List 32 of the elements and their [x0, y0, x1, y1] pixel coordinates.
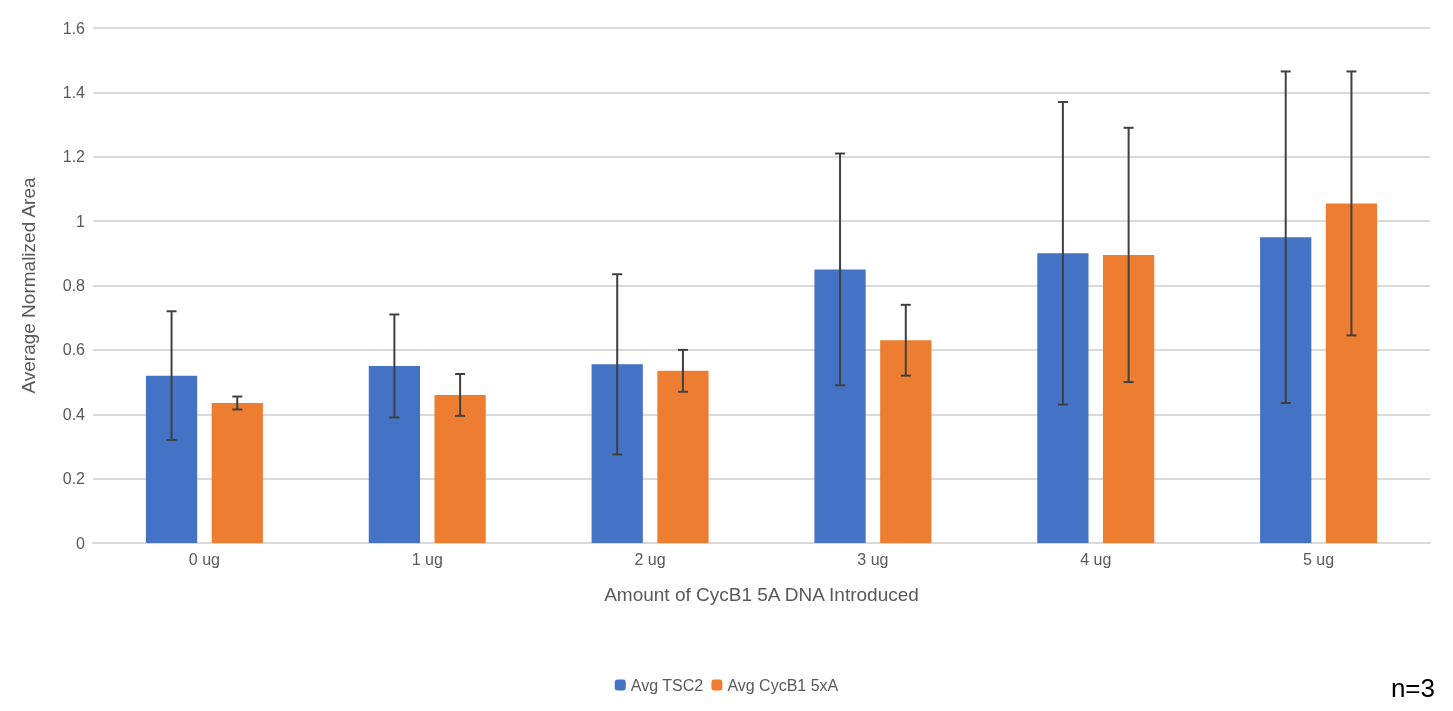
- x-tick-label: 5 ug: [1303, 550, 1335, 568]
- y-tick-label: 0.2: [62, 470, 86, 488]
- y-axis-title: Average Normalized Area: [18, 176, 39, 394]
- legend-label: Avg TSC2: [630, 676, 704, 694]
- x-tick-label: 4 ug: [1080, 550, 1112, 568]
- x-tick-label: 0 ug: [188, 550, 220, 568]
- x-tick-label: 1 ug: [411, 550, 443, 568]
- y-tick-label: 1.2: [62, 148, 86, 166]
- bar: [1102, 254, 1155, 543]
- y-tick-label: 1.4: [62, 83, 86, 101]
- bar: [657, 370, 709, 543]
- bar: [145, 375, 198, 543]
- bar: [814, 269, 866, 543]
- bar: [1037, 253, 1089, 543]
- y-tick-label: 0.4: [62, 405, 86, 423]
- x-axis-title: Amount of CycB1 5A DNA Introduced: [604, 584, 919, 605]
- bar: [434, 394, 486, 543]
- bar: [880, 340, 932, 543]
- bar: [368, 365, 421, 543]
- bar: [591, 364, 643, 543]
- text: n=3: [1390, 673, 1436, 703]
- bar: [1325, 203, 1378, 543]
- x-tick-label: 2 ug: [634, 550, 666, 568]
- x-tick-label: 3 ug: [857, 550, 889, 568]
- y-tick-label: 1.6: [62, 19, 86, 37]
- y-tick-label: 0: [76, 534, 86, 552]
- y-tick-label: 1: [76, 212, 86, 230]
- y-tick-label: 0.8: [62, 277, 86, 294]
- bar: [211, 402, 263, 543]
- bar: [1260, 237, 1312, 543]
- legend-label: Avg CycB1 5xA: [727, 676, 839, 694]
- y-tick-label: 0.6: [62, 341, 86, 359]
